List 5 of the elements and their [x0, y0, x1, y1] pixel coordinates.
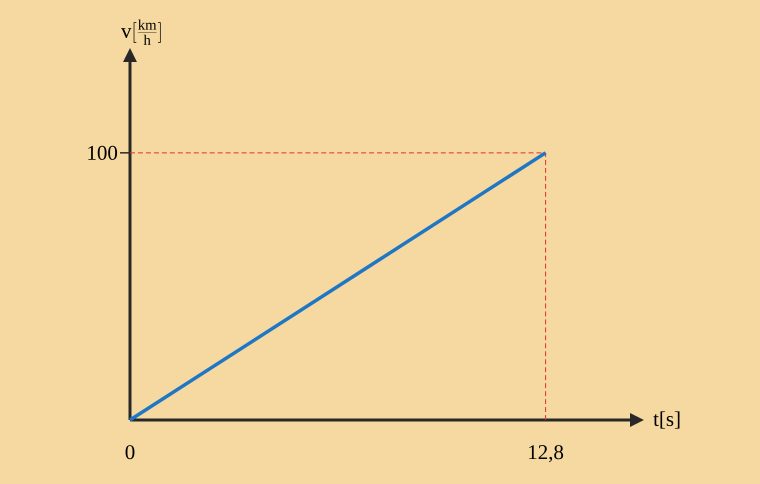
annotation: 100: [88, 146, 118, 160]
x-tick-label: 0: [126, 445, 134, 460]
x-tick-label: 12,8: [529, 445, 564, 462]
text: $\mathrm{v}[\frac{\mathrm{km}}{\mathrm{h}}]$: [121, 19, 161, 45]
x-axis-title: t[s]: [653, 411, 680, 429]
